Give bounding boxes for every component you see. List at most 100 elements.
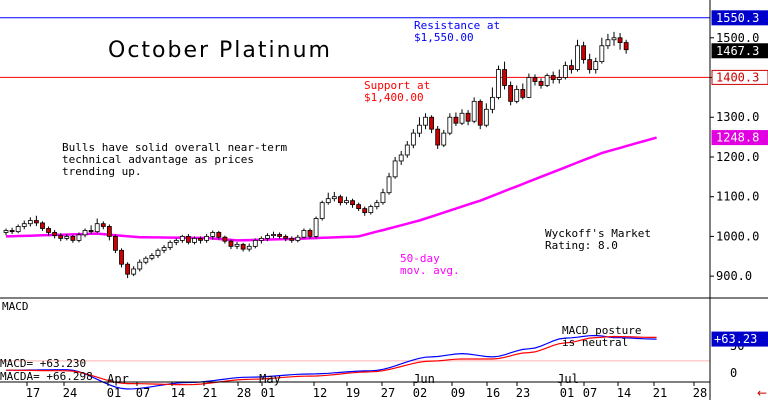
month-label: Jul	[557, 372, 579, 386]
candle-body	[70, 236, 76, 241]
candle-body	[40, 222, 45, 229]
candle-body	[277, 234, 283, 237]
candle-body	[386, 176, 392, 194]
x-tick-label: 17	[26, 386, 40, 400]
candle-body	[198, 237, 203, 241]
candle-body	[471, 100, 477, 122]
candle-body	[508, 85, 514, 102]
macd-label-box	[711, 331, 768, 347]
price-tick-label: 1000.0	[716, 229, 759, 243]
candle-body	[465, 112, 471, 122]
resistance-annotation: Resistance at $1,550.00	[414, 19, 501, 44]
candle-body	[88, 230, 94, 233]
candle-body	[331, 196, 337, 200]
candle-body	[228, 240, 234, 247]
candle-body	[319, 202, 325, 219]
candle-body	[313, 218, 319, 237]
x-tick-label: 01	[261, 386, 275, 400]
candle-body	[46, 228, 51, 233]
candle-body	[161, 247, 167, 251]
x-tick-label: 28	[237, 386, 251, 400]
candle-body	[265, 235, 270, 239]
candle-body	[246, 245, 252, 250]
candle-body	[398, 154, 404, 162]
candle-body	[94, 223, 100, 233]
candle-body	[100, 223, 106, 227]
price-label: 1467.3	[716, 44, 759, 58]
candle-body	[374, 202, 380, 208]
candle-body	[477, 100, 483, 126]
candle-body	[410, 132, 416, 146]
scroll-left-arrow-icon: ←	[757, 386, 767, 400]
macd-panel-title: MACD	[2, 300, 29, 313]
macd-readout: MACD= +63.230	[0, 357, 87, 370]
candle-body	[617, 37, 623, 43]
candle-body	[301, 230, 307, 238]
macd-posture-annotation: MACD posture is neutral	[562, 324, 642, 349]
candle-body	[337, 196, 343, 204]
candle-body	[21, 223, 27, 227]
price-tick-label: 1200.0	[716, 150, 759, 164]
candle-body	[113, 236, 118, 251]
candle-body	[240, 243, 246, 250]
candle-body	[550, 75, 556, 80]
candle-body	[605, 39, 611, 47]
candle-body	[173, 239, 179, 243]
candle-body	[441, 132, 447, 146]
candle-body	[27, 220, 33, 225]
candle-body	[3, 230, 9, 233]
candle-body	[106, 226, 112, 237]
candle-body	[429, 116, 435, 130]
commentary-annotation: Bulls have solid overall near-term techn…	[62, 141, 288, 178]
candle-body	[447, 116, 453, 134]
x-tick-label: 07	[583, 386, 597, 400]
chart-title: October Platinum	[108, 38, 332, 63]
x-tick-label: 09	[451, 386, 465, 400]
x-tick-label: 27	[381, 386, 395, 400]
candle-body	[137, 261, 143, 270]
candle-body	[271, 234, 276, 237]
price-panel	[0, 17, 710, 279]
candle-body	[149, 255, 155, 259]
candle-body	[76, 234, 82, 241]
candle-body	[179, 236, 185, 241]
candle-body	[404, 144, 410, 156]
x-tick-label: 02	[413, 386, 427, 400]
candle-body	[210, 232, 216, 237]
candle-body	[52, 232, 58, 237]
candle-body	[489, 96, 495, 110]
x-tick-label: 12	[313, 386, 327, 400]
x-tick-label: 23	[516, 386, 530, 400]
candle-body	[502, 69, 507, 86]
candle-body	[34, 220, 39, 224]
candle-body	[611, 37, 617, 41]
price-label-box	[711, 43, 768, 59]
x-tick-label: 28	[693, 386, 707, 400]
candle-body	[593, 61, 599, 70]
candle-body	[204, 236, 210, 241]
candle-body	[167, 241, 173, 248]
candle-body	[119, 249, 124, 265]
candle-body	[599, 45, 605, 63]
candle-body	[435, 128, 441, 146]
macd-label: +63.23	[714, 332, 757, 346]
month-label: Apr	[107, 372, 129, 386]
candle-body	[222, 236, 228, 242]
price-tick-label: 1500.0	[716, 31, 759, 45]
moving-average-line	[5, 136, 657, 242]
moving-average-annotation: 50-day mov. avg.	[400, 252, 460, 277]
candle-body	[283, 236, 289, 239]
candle-body	[562, 65, 568, 78]
macd-tick-label: 0	[730, 366, 737, 380]
candle-body	[532, 77, 538, 82]
candle-body	[155, 249, 161, 256]
macd-line	[6, 334, 657, 390]
candle-body	[623, 42, 629, 51]
candle-body	[192, 237, 197, 243]
candle-body	[125, 263, 130, 275]
x-tick-label: 24	[63, 386, 77, 400]
candle-body	[587, 59, 593, 70]
x-tick-label: 21	[653, 386, 667, 400]
price-label-box	[711, 69, 768, 85]
x-tick-label: 01	[107, 386, 121, 400]
